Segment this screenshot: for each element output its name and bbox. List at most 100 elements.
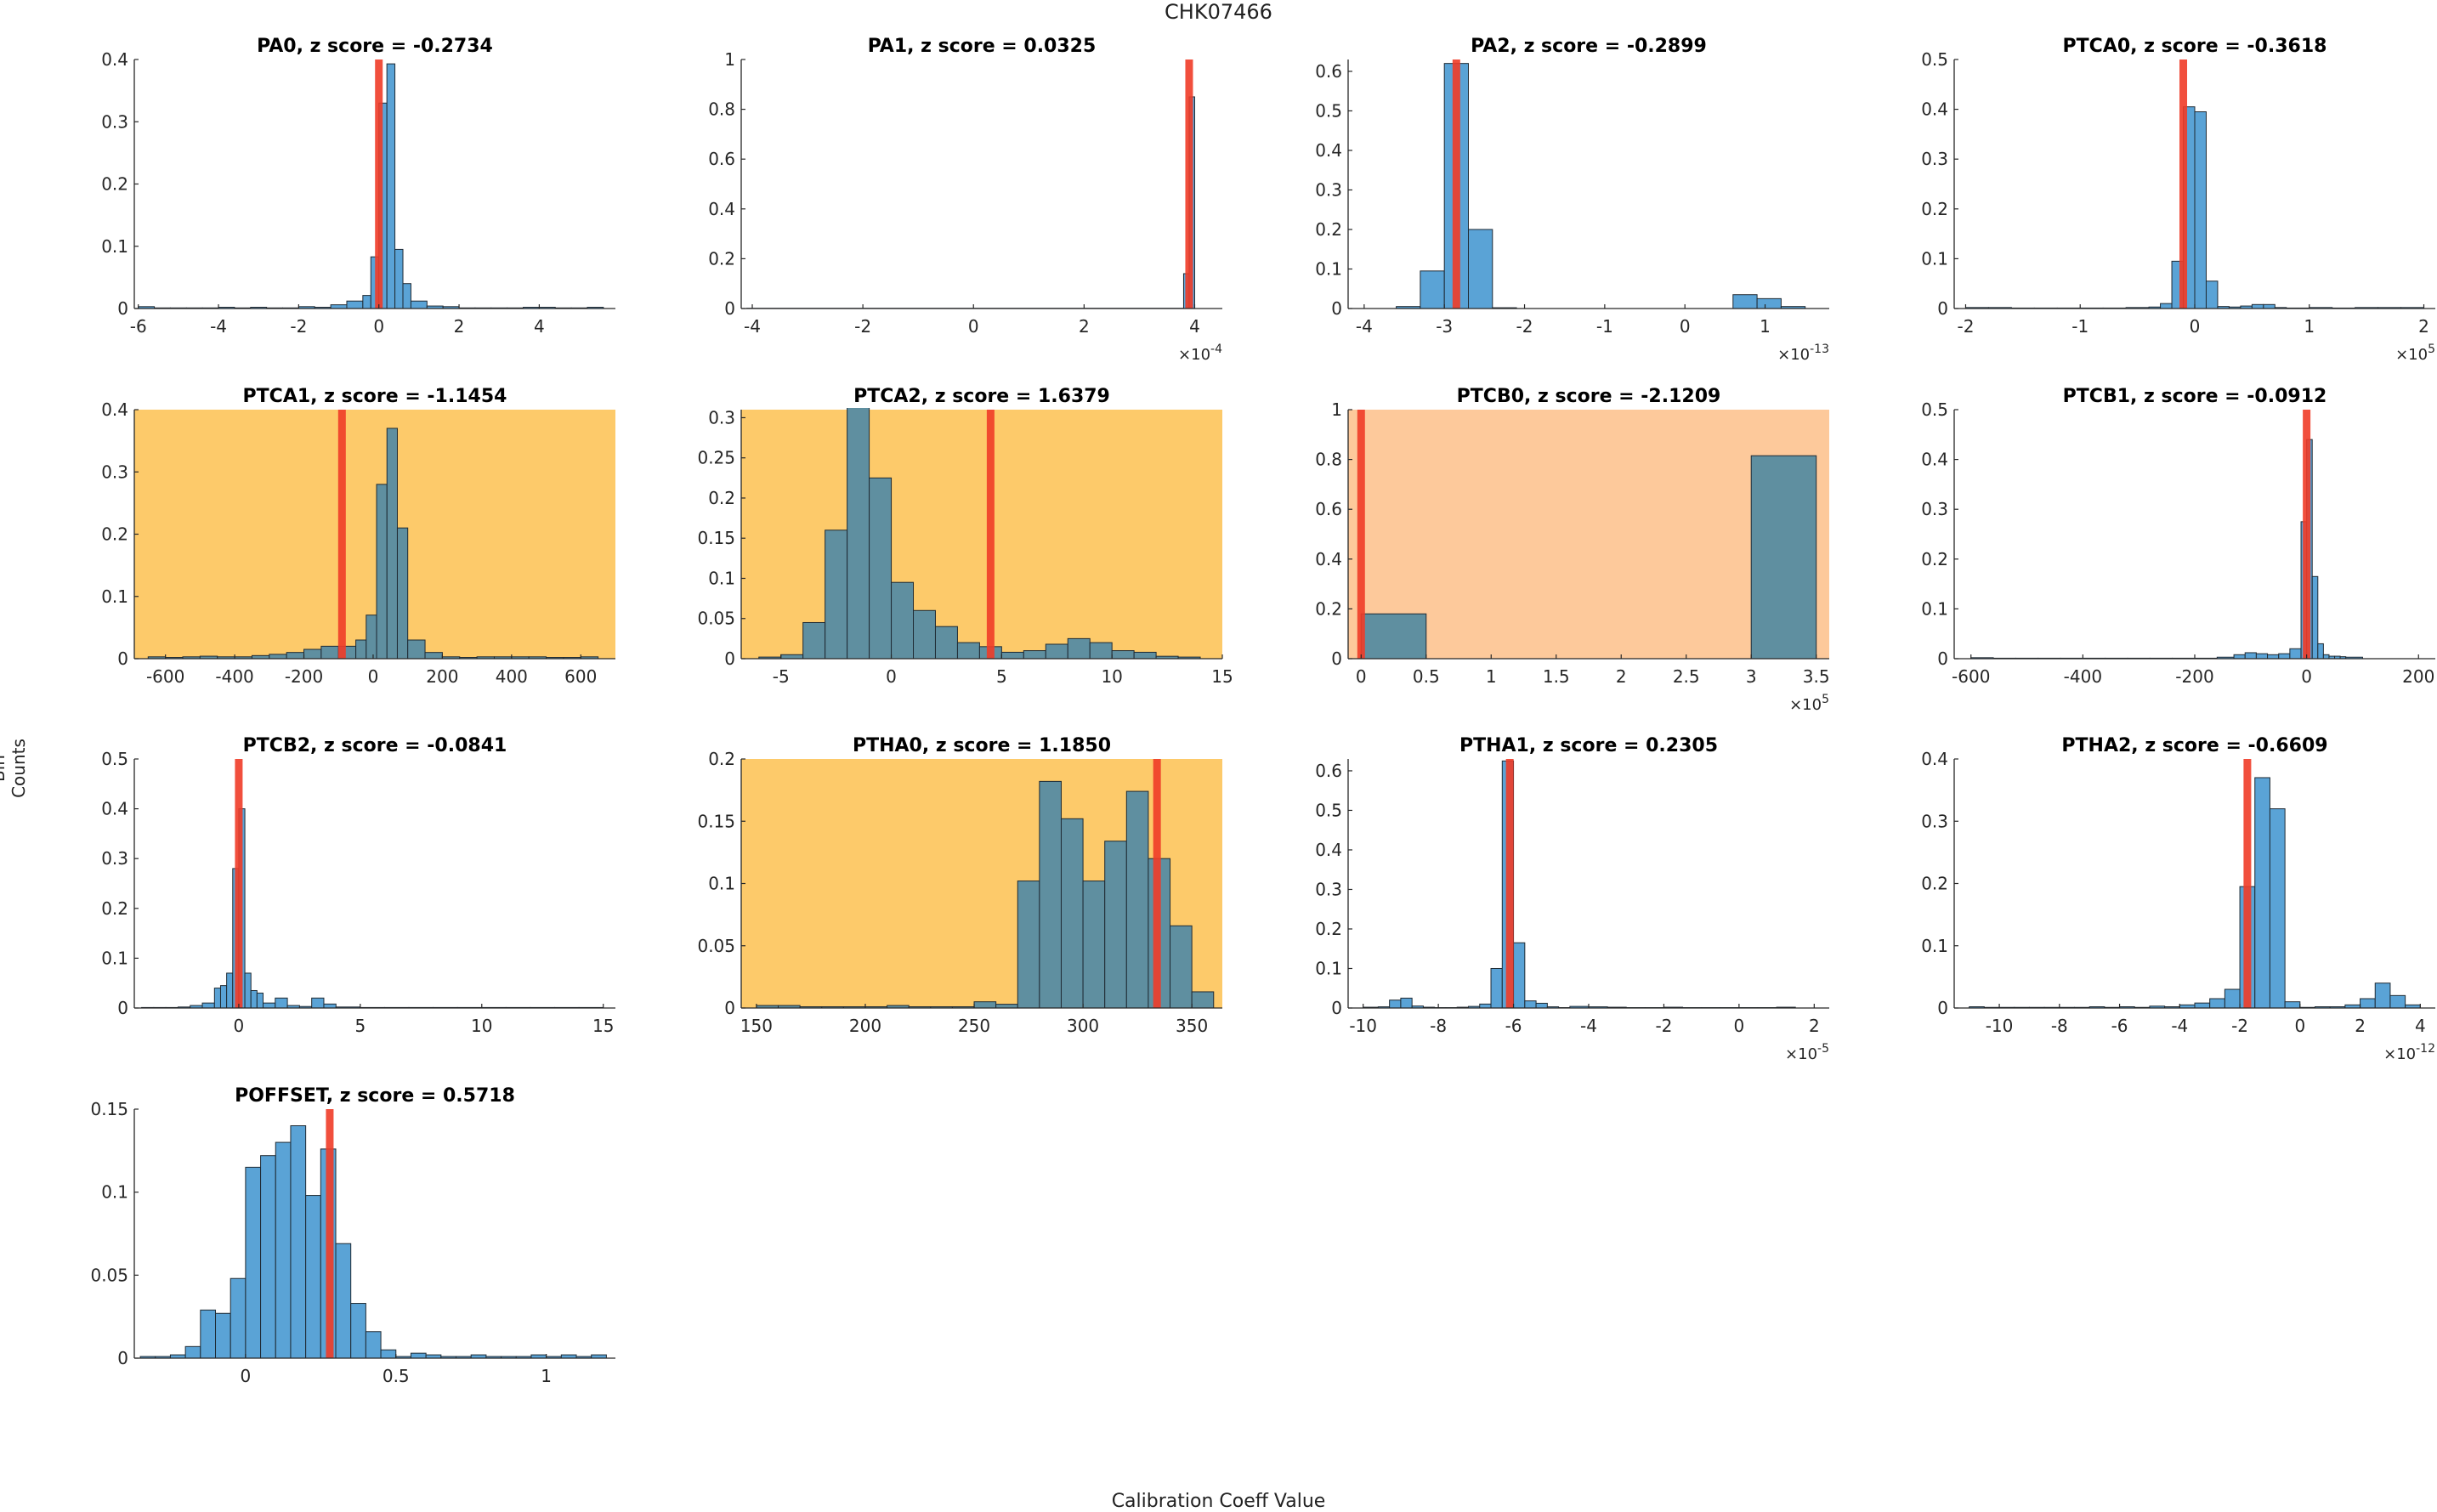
histogram-bar <box>2161 303 2172 309</box>
exponent-power: -12 <box>2416 1042 2435 1056</box>
x-tick-label: 0 <box>1356 666 1367 687</box>
histogram-bar <box>781 654 803 659</box>
x-tick-label: -3 <box>1436 316 1453 337</box>
histogram-bar <box>2252 304 2263 309</box>
subplot-title: POFFSET, z score = 0.5718 <box>235 1085 515 1107</box>
x-tick-label: 600 <box>564 666 597 687</box>
histogram-bar <box>331 305 347 309</box>
y-tick-label: 0.4 <box>1315 840 1342 860</box>
histogram-bar <box>306 1196 321 1358</box>
histogram-bar <box>264 1003 275 1008</box>
y-tick-label: 0.4 <box>1921 450 1948 470</box>
histogram-bar <box>935 626 957 659</box>
x-tick-label: -200 <box>285 666 323 687</box>
coefficient-marker <box>1153 759 1161 1008</box>
x-tick-label: 0 <box>2294 1016 2305 1036</box>
histogram-bar <box>1491 968 1502 1008</box>
y-tick-label: 0.5 <box>1921 399 1948 420</box>
y-tick-label: 0.5 <box>1315 100 1342 121</box>
x-tick-label: 150 <box>740 1016 773 1036</box>
subplot-title: PA1, z score = 0.0325 <box>868 36 1097 57</box>
y-tick-label: 0 <box>117 298 128 319</box>
histogram-bar <box>245 973 251 1008</box>
histogram-bar <box>1757 298 1781 309</box>
x-axis-exponent: ×10-13 <box>1777 343 1829 364</box>
x-tick-label: -8 <box>2051 1016 2068 1036</box>
x-tick-label: 350 <box>1176 1016 1208 1036</box>
exponent-base: ×10 <box>1178 346 1210 364</box>
histogram-bar <box>246 1167 261 1358</box>
x-tick-label: -10 <box>1986 1016 2014 1036</box>
histogram-bar <box>2255 778 2270 1008</box>
histogram-bar <box>974 1002 996 1008</box>
y-tick-label: 0.1 <box>101 586 128 607</box>
y-tick-label: 0.6 <box>1315 499 1342 519</box>
histogram-bar <box>1480 1004 1491 1008</box>
y-tick-label: 0.1 <box>708 568 735 588</box>
x-tick-label: -2 <box>1957 316 1974 337</box>
x-tick-label: -4 <box>1580 1016 1597 1036</box>
histogram-bar <box>996 1005 1018 1008</box>
y-tick-label: 0 <box>1937 298 1948 319</box>
x-tick-label: 0 <box>241 1366 252 1386</box>
histogram-bar <box>411 301 427 309</box>
coefficient-marker <box>2243 759 2251 1008</box>
y-tick-label: 0.2 <box>101 898 128 919</box>
y-tick-label: 0 <box>1331 998 1342 1018</box>
coefficient-marker <box>1357 410 1365 659</box>
histogram-bar <box>321 646 338 659</box>
x-axis-exponent: ×105 <box>2395 343 2435 364</box>
x-tick-label: 1 <box>1486 666 1497 687</box>
histogram-bar <box>1751 456 1816 659</box>
histogram-bar <box>1192 992 1214 1008</box>
x-tick-label: 3 <box>1746 666 1757 687</box>
y-tick-label: 0.2 <box>1315 598 1342 619</box>
histogram-bar <box>1420 271 1444 309</box>
histogram-bar <box>2390 995 2406 1008</box>
histogram-bar <box>411 1353 426 1358</box>
x-tick-label: 5 <box>996 666 1007 687</box>
coefficient-marker <box>2179 59 2187 309</box>
y-tick-label: 0 <box>117 1348 128 1368</box>
y-tick-label: 0.15 <box>90 1099 128 1119</box>
exponent-base: ×10 <box>1785 1045 1817 1063</box>
x-tick-label: 2 <box>1616 666 1627 687</box>
histogram-bar <box>1390 1000 1401 1008</box>
x-tick-label: -4 <box>744 316 761 337</box>
subplot-title: PTHA2, z score = -0.6609 <box>2061 735 2327 756</box>
histogram-bar <box>363 296 371 309</box>
exponent-power: -4 <box>1210 343 1222 356</box>
histogram-bar <box>847 402 870 659</box>
histogram-bar <box>1017 881 1040 1008</box>
y-tick-label: 0.05 <box>697 609 735 629</box>
exponent-power: 5 <box>2428 343 2435 356</box>
histogram-bar <box>425 653 442 659</box>
histogram-bar <box>1083 881 1105 1008</box>
y-tick-label: 0.4 <box>101 49 128 70</box>
x-tick-label: 2 <box>1079 316 1090 337</box>
histogram-bar <box>914 610 936 659</box>
histogram-bar <box>1361 614 1425 659</box>
histogram-bar <box>1068 638 1090 659</box>
histogram-bar <box>227 973 233 1008</box>
histogram-bar <box>1112 651 1134 659</box>
histogram-bar <box>1514 943 1525 1008</box>
x-tick-label: 0 <box>886 666 897 687</box>
histogram-bar <box>366 1332 381 1358</box>
y-tick-label: 0.1 <box>101 1182 128 1203</box>
subplot-title: PTCA2, z score = 1.6379 <box>853 386 1110 407</box>
y-tick-label: 1 <box>1331 399 1342 420</box>
histogram-bar <box>2224 989 2240 1008</box>
x-tick-label: 0.5 <box>383 1366 410 1386</box>
x-tick-label: -2 <box>290 316 307 337</box>
x-tick-label: -8 <box>1430 1016 1447 1036</box>
histogram-bar <box>1469 229 1493 309</box>
x-tick-label: -600 <box>1952 666 1990 687</box>
y-tick-label: 0.2 <box>1315 219 1342 240</box>
